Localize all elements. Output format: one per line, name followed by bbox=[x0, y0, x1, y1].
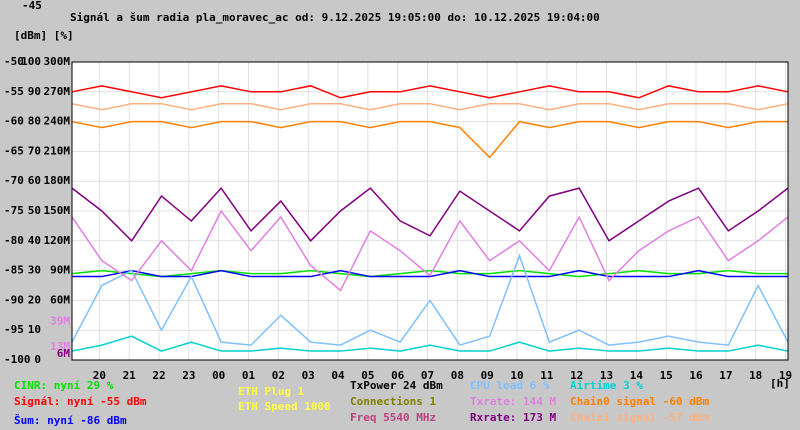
y3-tick-label: 240M bbox=[44, 115, 71, 128]
legend-entry: Chain1 signal -57 dBm bbox=[570, 411, 709, 424]
y-tick-label: -100 bbox=[4, 353, 31, 366]
y3-tick-label: 210M bbox=[44, 144, 71, 157]
x-tick-label: 15 bbox=[660, 369, 673, 382]
y2-tick-label: 50 bbox=[28, 204, 41, 217]
y2-tick-label: 0 bbox=[34, 353, 41, 366]
x-tick-label: 22 bbox=[152, 369, 165, 382]
x-tick-label: 01 bbox=[242, 369, 256, 382]
y-tick-label: -90 bbox=[4, 293, 24, 306]
x-tick-label: 21 bbox=[123, 369, 137, 382]
x-tick-label: 13 bbox=[600, 369, 613, 382]
series-line bbox=[71, 269, 788, 278]
y3-tick-label: 60M bbox=[50, 293, 70, 306]
series-line bbox=[71, 120, 788, 159]
y2-tick-label: 60 bbox=[28, 174, 41, 187]
legend-entry: Airtime 3 % bbox=[570, 379, 643, 392]
y3-tick-label: 90M bbox=[50, 264, 70, 277]
x-tick-label: 05 bbox=[361, 369, 374, 382]
y2-tick-label: 90 bbox=[28, 85, 41, 98]
x-tick-label: 10 bbox=[510, 369, 523, 382]
y-tick-label: -75 bbox=[4, 204, 24, 217]
x-tick-label: 14 bbox=[630, 369, 644, 382]
y3-marker-label: 6M bbox=[57, 347, 71, 360]
legend-entry: Šum: nyní -86 dBm bbox=[14, 414, 127, 427]
indicator-text: ETH Speed 1000 bbox=[238, 400, 331, 413]
indicator-text: Freq 5540 MHz bbox=[350, 411, 436, 424]
x-tick-label: 16 bbox=[689, 369, 703, 382]
x-tick-label: 18 bbox=[749, 369, 762, 382]
indicator-text: ETH Plug 1 bbox=[238, 385, 305, 398]
indicator-text: TxPower 24 dBm bbox=[350, 379, 443, 392]
x-tick-label: 04 bbox=[331, 369, 345, 382]
y-tick-label: -50 bbox=[4, 55, 24, 68]
series-line bbox=[71, 85, 789, 99]
y-tick-label: -70 bbox=[4, 174, 24, 187]
y3-tick-label: 300M bbox=[44, 55, 71, 68]
y-tick-label: -60 bbox=[4, 115, 24, 128]
legend-entry: Chain0 signal -60 dBm bbox=[570, 395, 709, 408]
x-tick-label: 06 bbox=[391, 369, 405, 382]
x-tick-label: 17 bbox=[719, 369, 732, 382]
y3-tick-label: 150M bbox=[44, 204, 71, 217]
x-tick-label: 11 bbox=[540, 369, 554, 382]
y-tick-label: -95 bbox=[4, 323, 24, 336]
legend-entry: CINR: nyní 29 % bbox=[14, 379, 114, 392]
y2-tick-label: 30 bbox=[28, 264, 41, 277]
y2-tick-label: 40 bbox=[28, 234, 41, 247]
x-tick-label: 02 bbox=[272, 369, 285, 382]
x-axis-label: [h] bbox=[770, 377, 790, 390]
x-tick-label: 20 bbox=[93, 369, 106, 382]
legend-entry: Rxrate: 173 M bbox=[470, 411, 556, 424]
y-tick-label: -85 bbox=[4, 264, 24, 277]
series-line bbox=[71, 335, 789, 352]
series-line bbox=[71, 186, 789, 242]
y2-tick-label: 20 bbox=[28, 293, 41, 306]
x-tick-label: 08 bbox=[451, 369, 464, 382]
y2-tick-label: 10 bbox=[28, 323, 41, 336]
y3-tick-label: 120M bbox=[44, 234, 71, 247]
legend-entry: Signál: nyní -55 dBm bbox=[14, 395, 147, 408]
y3-tick-label: 180M bbox=[44, 174, 71, 187]
y3-marker-label: 39M bbox=[50, 314, 70, 327]
indicator-text: Connections 1 bbox=[350, 395, 436, 408]
y2-tick-label: 100 bbox=[21, 55, 41, 68]
y-tick-label: -65 bbox=[4, 144, 24, 157]
y-tick-label: -55 bbox=[4, 85, 24, 98]
y2-tick-label: 70 bbox=[28, 144, 41, 157]
x-tick-label: 19 bbox=[779, 369, 792, 382]
chart-title: Signál a šum radia pla_moravec_ac od: 9.… bbox=[70, 11, 600, 24]
x-tick-label: 09 bbox=[481, 369, 494, 382]
y-tick-label: -80 bbox=[4, 234, 24, 247]
legend-entry: CPU load 6 % bbox=[470, 379, 550, 392]
x-tick-label: 07 bbox=[421, 369, 434, 382]
series-line bbox=[71, 102, 789, 111]
units-label: [dBm] [%] bbox=[14, 29, 74, 42]
series-line bbox=[71, 253, 789, 346]
y2-tick-label: 80 bbox=[28, 115, 41, 128]
x-tick-label: 03 bbox=[302, 369, 315, 382]
x-tick-label: 12 bbox=[570, 369, 583, 382]
x-tick-label: 23 bbox=[182, 369, 195, 382]
series-line bbox=[71, 209, 789, 292]
x-tick-label: 00 bbox=[212, 369, 225, 382]
y3-tick-label: 270M bbox=[44, 85, 71, 98]
legend-entry: Txrate: 144 M bbox=[470, 395, 556, 408]
y3-marker-label: 13M bbox=[50, 340, 70, 353]
plot-border bbox=[71, 61, 789, 361]
top-label: -45 bbox=[22, 0, 42, 12]
